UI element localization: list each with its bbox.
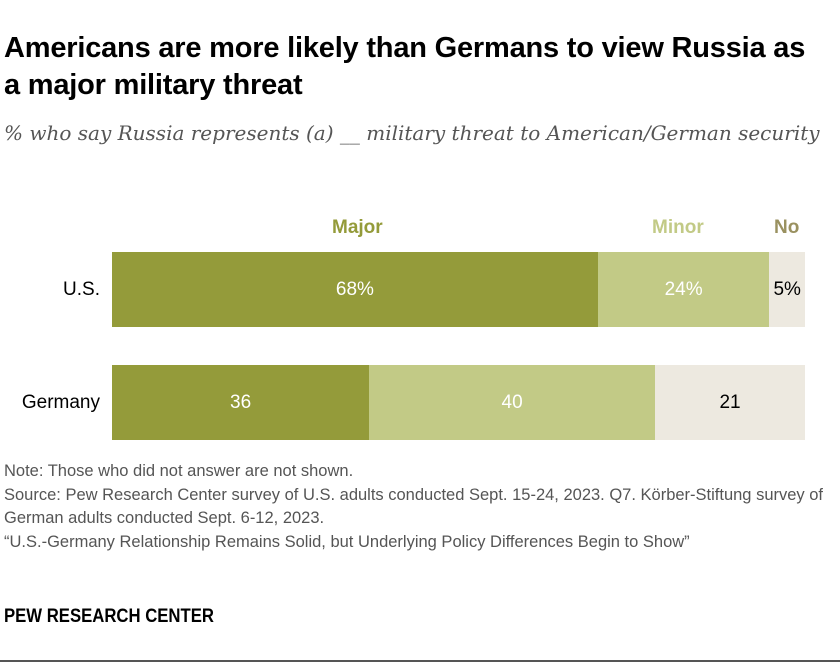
data-label: 68% [335, 278, 374, 300]
data-label: 21 [719, 391, 741, 413]
report-title: “U.S.-Germany Relationship Remains Solid… [4, 532, 690, 551]
data-label: 24% [664, 278, 703, 300]
pew-logo-text: PEW RESEARCH CENTER [4, 606, 214, 627]
row-label-1: Germany [21, 391, 100, 413]
row-label-0: U.S. [63, 278, 100, 300]
bar-major-0: 68% [112, 252, 598, 327]
notes: Note: Those who did not answer are not s… [4, 460, 824, 554]
data-label: 5% [773, 278, 801, 300]
source-text: Source: Pew Research Center survey of U.… [4, 485, 824, 528]
bar-no-1: 21 [655, 365, 806, 440]
bar-minor-0: 24% [597, 252, 770, 327]
bar-minor-1: 40 [369, 365, 656, 440]
data-label: 36 [230, 391, 252, 413]
bottom-rule [0, 660, 840, 662]
bar-major-1: 36 [112, 365, 370, 440]
chart-title: Americans are more likely than Germans t… [4, 32, 806, 101]
legend-no: No [774, 217, 800, 238]
bar-no-0: 5% [769, 252, 806, 327]
legend-minor: Minor [652, 217, 704, 238]
data-label: 40 [501, 391, 523, 413]
chart-subtitle: % who say Russia represents (a) __ milit… [4, 121, 820, 145]
note-text: Note: Those who did not answer are not s… [4, 462, 354, 480]
legend-major: Major [332, 217, 383, 238]
